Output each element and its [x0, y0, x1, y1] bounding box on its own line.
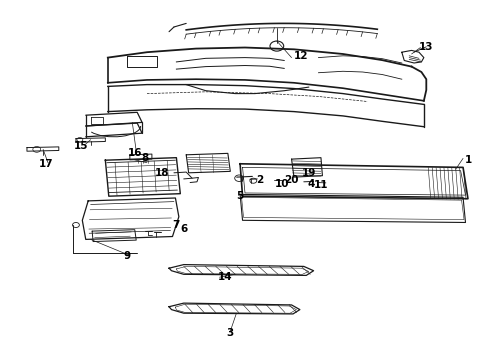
- Text: 19: 19: [301, 168, 316, 178]
- Text: 2: 2: [256, 175, 263, 185]
- Text: 15: 15: [74, 141, 88, 151]
- Text: 18: 18: [154, 168, 169, 178]
- Text: 20: 20: [284, 175, 299, 185]
- Text: 13: 13: [419, 42, 434, 52]
- Text: 12: 12: [294, 51, 309, 61]
- Text: 10: 10: [274, 179, 289, 189]
- Text: 9: 9: [124, 251, 131, 261]
- Text: 5: 5: [237, 191, 244, 201]
- Text: 11: 11: [314, 180, 328, 190]
- Text: 1: 1: [465, 155, 471, 165]
- Text: 3: 3: [227, 328, 234, 338]
- Text: 8: 8: [141, 153, 148, 163]
- Text: 6: 6: [180, 224, 187, 234]
- Text: 7: 7: [172, 220, 180, 230]
- Text: 17: 17: [39, 159, 54, 169]
- Text: 4: 4: [307, 179, 315, 189]
- Text: 16: 16: [127, 148, 142, 158]
- Text: 14: 14: [218, 272, 233, 282]
